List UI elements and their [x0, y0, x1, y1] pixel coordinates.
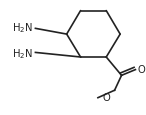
Text: H$_2$N: H$_2$N — [12, 47, 33, 61]
Text: O: O — [137, 65, 145, 74]
Text: H$_2$N: H$_2$N — [12, 21, 33, 35]
Text: O: O — [102, 92, 110, 102]
